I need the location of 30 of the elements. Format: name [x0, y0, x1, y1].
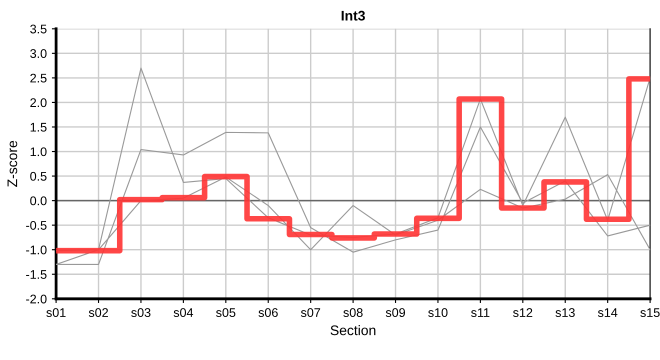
x-tick-label: s08 — [343, 308, 363, 318]
y-tick-label: 3.0 — [30, 49, 47, 58]
chart-title: Int3 — [342, 10, 365, 21]
x-tick-label: s02 — [88, 308, 108, 318]
y-tick-label: -1.5 — [26, 270, 47, 279]
y-tick-label: 3.5 — [30, 24, 47, 34]
y-tick-label: -1.0 — [26, 246, 47, 254]
x-tick-label: s06 — [258, 308, 278, 318]
y-tick-label: 2.5 — [30, 74, 47, 83]
y-tick-label: -0.5 — [26, 220, 47, 230]
y-tick-label: 1.5 — [30, 122, 47, 132]
x-tick-label: s14 — [598, 308, 618, 318]
x-tick-label: s12 — [513, 308, 532, 318]
y-axis-title: Z-score — [8, 140, 18, 187]
y-tick-label: -2.0 — [26, 294, 47, 304]
x-tick-label: s10 — [428, 308, 448, 318]
x-tick-label: s09 — [386, 308, 406, 318]
x-tick-label: s13 — [556, 308, 575, 318]
x-tick-label: s11 — [471, 308, 490, 318]
x-tick-label: s15 — [640, 308, 660, 318]
y-tick-label: 1.0 — [30, 147, 47, 156]
x-axis-title: Section — [330, 325, 376, 336]
y-tick-label: 0.0 — [30, 196, 47, 206]
x-tick-label: s05 — [216, 308, 236, 318]
y-tick-label: 2.0 — [30, 98, 47, 108]
x-tick-label: s03 — [131, 308, 150, 318]
x-tick-label: s07 — [300, 308, 320, 318]
y-tick-label: 0.5 — [30, 172, 47, 181]
x-tick-label: s01 — [46, 308, 66, 318]
x-tick-label: s04 — [174, 308, 194, 318]
